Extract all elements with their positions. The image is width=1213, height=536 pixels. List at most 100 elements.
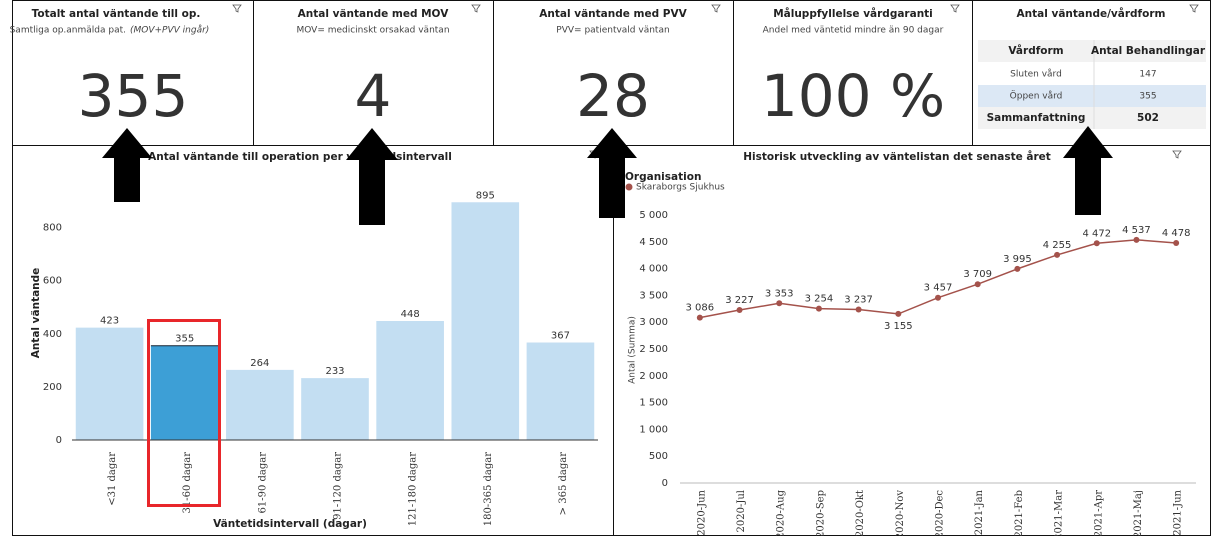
table-total: Sammanfattning bbox=[987, 112, 1086, 124]
kpi-title: Totalt antal väntande till op. bbox=[32, 8, 201, 20]
kpi-card bbox=[493, 0, 734, 146]
x-tick-label: > 365 dagar bbox=[558, 452, 569, 516]
table-header: Vårdform bbox=[1008, 44, 1063, 57]
data-label: 3 254 bbox=[805, 294, 834, 305]
series-point bbox=[855, 306, 862, 313]
series-point bbox=[1054, 251, 1061, 258]
bar bbox=[150, 345, 219, 440]
filter-icon[interactable] bbox=[1189, 4, 1199, 13]
bar bbox=[376, 321, 444, 440]
x-tick-label: 2021-Apr bbox=[1093, 490, 1104, 536]
series-point bbox=[935, 294, 941, 301]
x-tick-label: 2020-Jul bbox=[736, 490, 747, 532]
y-tick-label: 4 500 bbox=[639, 237, 668, 248]
data-label: 3 457 bbox=[924, 283, 953, 294]
series-point bbox=[1173, 239, 1180, 246]
kpi-subtitle: Samtliga op.anmälda pat. bbox=[10, 26, 126, 36]
x-tick-label: 31-60 dagar bbox=[182, 452, 193, 514]
data-label: 3 709 bbox=[963, 269, 992, 280]
legend-title: Organisation bbox=[625, 171, 701, 183]
arrow bbox=[102, 128, 152, 202]
y-tick-label: 500 bbox=[649, 451, 668, 462]
x-axis-label: Väntetidsintervall (dagar) bbox=[213, 518, 367, 530]
series-point bbox=[974, 281, 981, 288]
x-tick-label: 2021-Jan bbox=[974, 489, 985, 535]
data-label: 3 227 bbox=[725, 295, 754, 306]
table-title: Antal väntande/vårdform bbox=[1017, 7, 1166, 20]
x-tick-label: 91-120 dagar bbox=[333, 452, 344, 520]
y-tick-label: 600 bbox=[43, 276, 62, 287]
x-tick-label: 2020-Sep bbox=[815, 490, 826, 536]
x-tick-label: <31 dagar bbox=[107, 452, 118, 506]
x-tick-label: 61-90 dagar bbox=[257, 452, 268, 514]
y-axis-label: Antal (Summa) bbox=[628, 316, 638, 384]
y-tick-label: 3 500 bbox=[639, 290, 668, 301]
x-tick-label: 2021-Jun bbox=[1173, 489, 1184, 535]
y-tick-label: 400 bbox=[43, 329, 62, 340]
data-label: 3 155 bbox=[884, 321, 913, 332]
arrow bbox=[346, 128, 398, 225]
bar bbox=[75, 327, 144, 440]
kpi-value: 4 bbox=[355, 62, 392, 130]
arrow bbox=[1063, 126, 1113, 215]
y-tick-label: 3 000 bbox=[639, 317, 668, 328]
filter-icon[interactable] bbox=[232, 4, 242, 13]
x-tick-label: 2021-Feb bbox=[1014, 490, 1025, 536]
kpi-title: Måluppfyllelse vårdgaranti bbox=[773, 7, 933, 20]
chart-title: Antal väntande till operation per väntet… bbox=[148, 151, 452, 163]
y-tick-label: 2 500 bbox=[639, 344, 668, 355]
kpi-subtitle: Andel med väntetid mindre än 90 dagar bbox=[763, 26, 944, 36]
kpi-title: Antal väntande med MOV bbox=[298, 8, 450, 20]
data-label: 448 bbox=[401, 309, 420, 320]
series-point bbox=[1093, 240, 1100, 247]
y-tick-label: 200 bbox=[43, 382, 62, 393]
kpi-subtitle: MOV= medicinskt orsakad väntan bbox=[296, 26, 449, 36]
data-label: 4 537 bbox=[1122, 225, 1151, 236]
table-total: 502 bbox=[1137, 112, 1159, 124]
x-tick-label: 2021-Mar bbox=[1054, 490, 1065, 536]
table-cell: Öppen vård bbox=[1010, 91, 1063, 102]
data-label: 367 bbox=[551, 331, 570, 342]
y-tick-label: 5 000 bbox=[639, 210, 668, 221]
filter-icon[interactable] bbox=[471, 4, 481, 13]
table-cell: Sluten vård bbox=[1010, 69, 1062, 80]
filter-icon[interactable] bbox=[711, 4, 721, 13]
bar bbox=[526, 342, 595, 440]
series-point bbox=[736, 307, 743, 314]
x-tick-label: 121-180 dagar bbox=[408, 452, 419, 526]
data-label: 233 bbox=[325, 366, 344, 377]
data-label: 4 478 bbox=[1162, 228, 1191, 239]
data-label: 3 237 bbox=[844, 294, 873, 305]
filter-icon[interactable] bbox=[1172, 150, 1182, 159]
y-tick-label: 0 bbox=[56, 435, 62, 446]
data-label: 3 353 bbox=[765, 288, 794, 299]
table-row-highlight bbox=[978, 85, 1206, 107]
legend-label: Skaraborgs Sjukhus bbox=[636, 183, 725, 193]
kpi-subtitle: PVV= patientvald väntan bbox=[556, 26, 669, 36]
data-label: 3 086 bbox=[686, 303, 715, 314]
bar bbox=[451, 202, 520, 440]
y-tick-label: 1 500 bbox=[639, 398, 668, 409]
table-total-row bbox=[978, 107, 1206, 129]
data-label: 4 472 bbox=[1082, 228, 1111, 239]
series-point bbox=[815, 305, 822, 312]
arrow bbox=[587, 128, 637, 218]
x-tick-label: 2020-Aug bbox=[776, 489, 787, 536]
kpi-subtitle-note: (MOV+PVV ingår) bbox=[130, 25, 209, 36]
y-tick-label: 800 bbox=[43, 223, 62, 234]
bar bbox=[226, 369, 294, 440]
kpi-value: 355 bbox=[78, 62, 189, 130]
y-tick-label: 1 000 bbox=[639, 424, 668, 435]
line-panel bbox=[613, 145, 1211, 536]
table-cell: 147 bbox=[1139, 70, 1156, 80]
y-tick-label: 4 000 bbox=[639, 264, 668, 275]
y-axis-label: Antal väntande bbox=[30, 268, 42, 359]
data-label: 895 bbox=[476, 190, 495, 201]
x-tick-label: 2020-Nov bbox=[895, 490, 906, 536]
filter-icon[interactable] bbox=[950, 4, 960, 13]
x-tick-label: 180-365 dagar bbox=[483, 452, 494, 526]
x-tick-label: 2020-Dec bbox=[935, 490, 946, 536]
kpi-card bbox=[253, 0, 494, 146]
marks: 0 200 400 600 800 423 <31 dagar 355 31-60 dagar 2… bbox=[43, 190, 1196, 536]
